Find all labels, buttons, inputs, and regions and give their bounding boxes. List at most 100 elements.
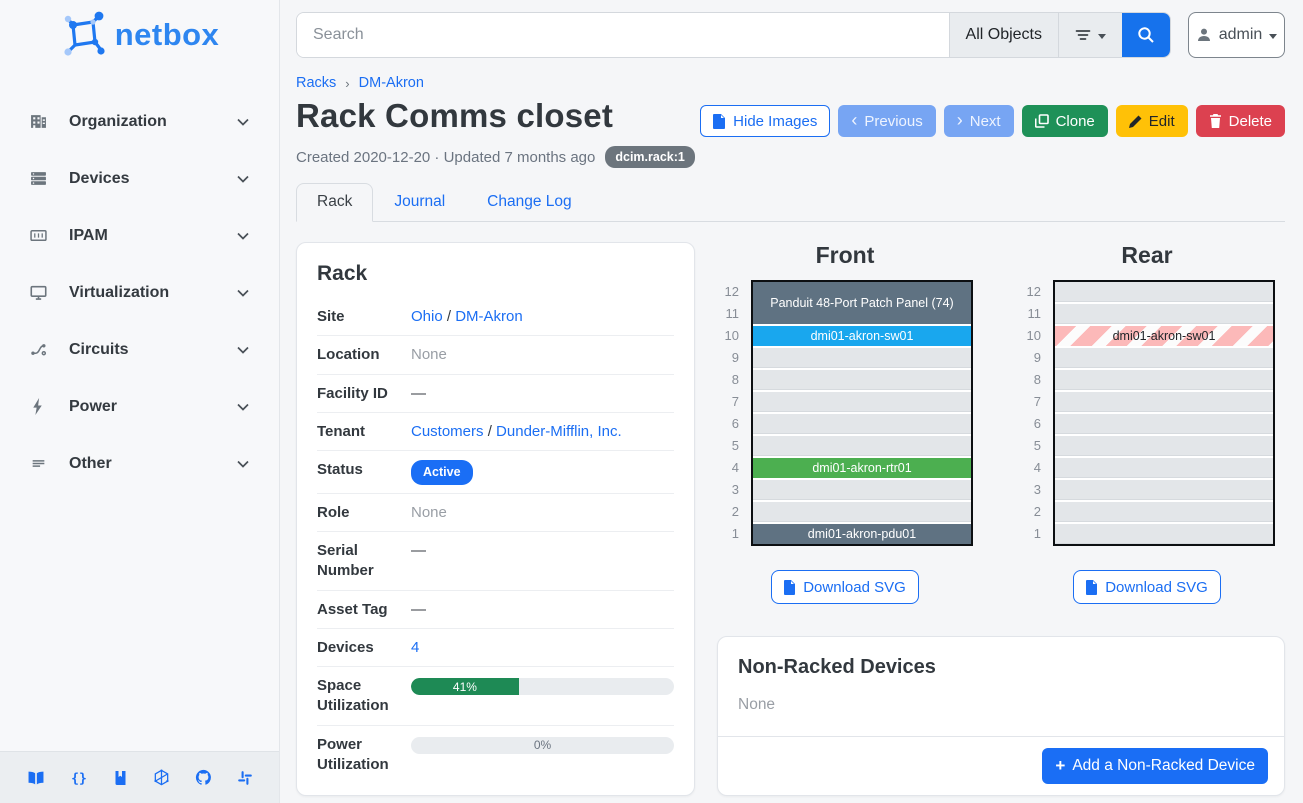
unit-number: 5 [1033, 438, 1041, 453]
rack-slot-empty[interactable] [1055, 524, 1273, 544]
rack-slot-empty[interactable] [1055, 458, 1273, 478]
rack-slot-empty[interactable] [1055, 370, 1273, 390]
field-row: Devices 4 [317, 629, 674, 668]
sidebar-item-power[interactable]: Power [0, 378, 279, 435]
search-input[interactable] [297, 13, 949, 57]
rack-slot-empty[interactable] [1055, 414, 1273, 434]
search-filter-dropdown[interactable] [1058, 13, 1122, 57]
chevron-down-icon [233, 283, 253, 303]
image-file-icon [713, 113, 726, 129]
rack-slot-empty[interactable] [1055, 480, 1273, 500]
rack-slot-empty[interactable] [1055, 282, 1273, 302]
github-icon[interactable] [195, 769, 212, 786]
field-muted-value: None [411, 346, 447, 364]
object-type-selector[interactable]: All Objects [948, 13, 1058, 57]
search-submit-button[interactable] [1122, 13, 1170, 57]
field-link[interactable]: 4 [411, 638, 420, 656]
field-value: — [411, 540, 674, 561]
rack-slot-empty[interactable] [753, 502, 971, 522]
main-area: All Objects [280, 0, 1303, 803]
plus-icon: + [1055, 756, 1066, 775]
sidebar-item-circuits[interactable]: Circuits [0, 321, 279, 378]
field-row: Power Utilization 0% [317, 726, 674, 784]
field-link[interactable]: Ohio [411, 308, 443, 325]
sidebar-item-ipam[interactable]: IPAM [0, 207, 279, 264]
previous-button[interactable]: ‹ Previous [838, 105, 936, 137]
user-menu-button[interactable]: admin [1188, 12, 1285, 58]
graphql-icon[interactable] [153, 769, 170, 786]
field-label: Devices [317, 638, 374, 656]
rack-slot-empty[interactable] [1055, 392, 1273, 412]
breadcrumb-link[interactable]: DM-Akron [358, 75, 424, 91]
file-download-icon [784, 579, 796, 595]
unit-number: 6 [1033, 416, 1041, 431]
rack-slot-empty[interactable] [1055, 502, 1273, 522]
field-value: None [411, 344, 674, 365]
braces-icon[interactable]: {} [70, 770, 88, 786]
link-separator: / [483, 422, 497, 440]
delete-button[interactable]: Delete [1195, 105, 1285, 137]
netbox-logo[interactable]: netbox [0, 0, 279, 69]
pencil-icon [1128, 115, 1142, 128]
rack-slot-empty[interactable] [753, 414, 971, 434]
sidebar-item-virtualization[interactable]: Virtualization [0, 264, 279, 321]
rack-slot-empty[interactable] [753, 348, 971, 368]
rack-device[interactable]: dmi01-akron-sw01 [1055, 326, 1273, 346]
field-link[interactable]: Dunder-Mifflin, Inc. [496, 422, 622, 440]
download-svg-button-rear[interactable]: Download SVG [1073, 570, 1221, 604]
rack-slot-empty[interactable] [753, 436, 971, 456]
rack-slot-empty[interactable] [1055, 436, 1273, 456]
caret-down-icon [1269, 33, 1278, 39]
field-link[interactable]: Customers [411, 422, 484, 440]
rack-device[interactable]: dmi01-akron-rtr01 [753, 458, 971, 478]
slack-icon[interactable] [237, 770, 253, 786]
field-value: Ohio / DM-Akron [411, 306, 674, 327]
unit-number: 4 [1033, 460, 1041, 475]
rack-slot-empty[interactable] [753, 480, 971, 500]
lines-icon [30, 455, 54, 472]
sidebar: netbox Organization Devices IPAM Virtualiza… [0, 0, 280, 803]
rack-diagram-rear: dmi01-akron-sw01 [1053, 280, 1275, 546]
rack-slot-empty[interactable] [753, 370, 971, 390]
book-icon[interactable] [113, 770, 128, 786]
field-empty-value: — [411, 384, 426, 402]
unit-number: 10 [1026, 328, 1041, 343]
breadcrumb-link[interactable]: Racks [296, 75, 337, 91]
rack-slot-empty[interactable] [1055, 304, 1273, 324]
tab-journal[interactable]: Journal [394, 193, 446, 210]
server-icon [30, 170, 54, 187]
field-value: 41% [411, 675, 674, 696]
tab-change-log[interactable]: Change Log [487, 193, 572, 210]
field-row: Serial Number — [317, 532, 674, 591]
add-non-racked-device-button[interactable]: + Add a Non-Racked Device [1042, 748, 1268, 784]
rack-device[interactable]: Panduit 48-Port Patch Panel (74) [753, 282, 971, 324]
content: Rack Site Ohio / DM-Akron Location None Faci… [296, 242, 1285, 803]
unit-number: 2 [1033, 504, 1041, 519]
field-empty-value: — [411, 600, 426, 618]
clone-button[interactable]: Clone [1021, 105, 1108, 137]
field-link[interactable]: DM-Akron [455, 308, 523, 325]
sidebar-item-label: Virtualization [69, 283, 170, 301]
book-open-icon[interactable] [27, 770, 45, 786]
download-svg-button-front[interactable]: Download SVG [771, 570, 919, 604]
rack-device[interactable]: dmi01-akron-pdu01 [753, 524, 971, 544]
hide-images-button[interactable]: Hide Images [700, 105, 831, 137]
building-icon [30, 113, 54, 130]
rack-slot-empty[interactable] [753, 392, 971, 412]
next-button[interactable]: › Next [943, 105, 1014, 137]
rack-diagram-front: Panduit 48-Port Patch Panel (74) dmi01-ak… [751, 280, 973, 546]
unit-number: 11 [1027, 306, 1042, 321]
sidebar-item-other[interactable]: Other [0, 435, 279, 492]
sidebar-item-organization[interactable]: Organization [0, 93, 279, 150]
field-row: Facility ID — [317, 375, 674, 413]
caret-down-icon [1098, 33, 1106, 39]
edit-button[interactable]: Edit [1115, 105, 1188, 137]
tab-rack[interactable]: Rack [296, 183, 374, 222]
utilization-bar-fill: 41% [411, 678, 519, 696]
sidebar-item-devices[interactable]: Devices [0, 150, 279, 207]
field-label: Role [317, 503, 350, 521]
breadcrumb: Racks › DM-Akron [296, 75, 1285, 91]
rack-slot-empty[interactable] [1055, 348, 1273, 368]
rack-device[interactable]: dmi01-akron-sw01 [753, 326, 971, 346]
unit-number: 12 [1026, 284, 1041, 299]
